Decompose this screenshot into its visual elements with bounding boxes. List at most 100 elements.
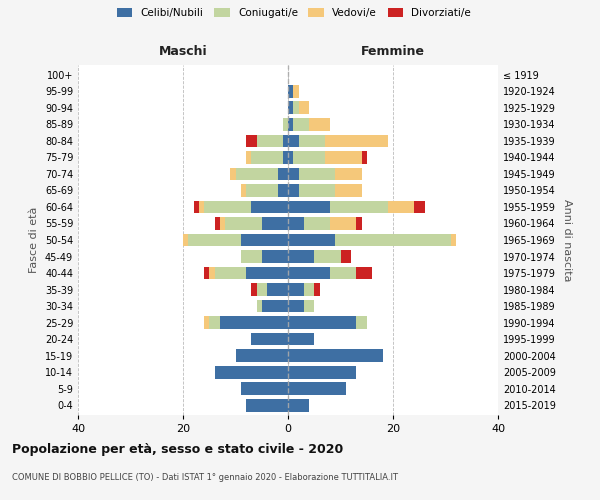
Bar xyxy=(414,200,425,213)
Bar xyxy=(288,398,309,411)
Bar xyxy=(225,217,262,230)
Bar xyxy=(246,151,251,164)
Bar xyxy=(215,266,246,280)
Bar xyxy=(288,184,299,197)
Bar xyxy=(235,168,277,180)
Bar xyxy=(220,217,225,230)
Bar xyxy=(241,250,262,263)
Bar xyxy=(288,349,383,362)
Bar xyxy=(288,316,356,329)
Bar xyxy=(204,200,251,213)
Bar xyxy=(246,266,288,280)
Bar xyxy=(220,316,288,329)
Bar xyxy=(262,300,288,312)
Bar xyxy=(230,168,235,180)
Bar xyxy=(356,217,361,230)
Bar xyxy=(257,283,267,296)
Bar xyxy=(293,85,299,98)
Bar xyxy=(288,332,314,345)
Bar xyxy=(325,151,361,164)
Bar xyxy=(299,134,325,147)
Bar xyxy=(283,118,288,131)
Bar xyxy=(299,184,335,197)
Bar xyxy=(288,250,314,263)
Bar xyxy=(235,349,288,362)
Bar xyxy=(356,316,367,329)
Text: COMUNE DI BOBBIO PELLICE (TO) - Dati ISTAT 1° gennaio 2020 - Elaborazione TUTTIT: COMUNE DI BOBBIO PELLICE (TO) - Dati IST… xyxy=(12,472,398,482)
Bar xyxy=(293,118,309,131)
Bar xyxy=(388,200,414,213)
Bar xyxy=(299,102,309,114)
Bar xyxy=(288,300,304,312)
Bar xyxy=(262,217,288,230)
Bar xyxy=(293,102,299,114)
Bar xyxy=(304,300,314,312)
Bar xyxy=(193,200,199,213)
Bar xyxy=(241,184,246,197)
Y-axis label: Anni di nascita: Anni di nascita xyxy=(562,198,572,281)
Bar xyxy=(288,266,330,280)
Bar xyxy=(251,151,283,164)
Bar xyxy=(288,366,356,378)
Bar xyxy=(288,102,293,114)
Bar xyxy=(204,316,209,329)
Bar xyxy=(288,382,346,395)
Bar xyxy=(304,283,314,296)
Text: Popolazione per età, sesso e stato civile - 2020: Popolazione per età, sesso e stato civil… xyxy=(12,442,343,456)
Bar xyxy=(246,398,288,411)
Bar xyxy=(277,184,288,197)
Bar xyxy=(246,184,277,197)
Bar xyxy=(257,134,283,147)
Bar xyxy=(341,250,351,263)
Bar xyxy=(304,217,330,230)
Bar xyxy=(215,217,220,230)
Bar xyxy=(288,118,293,131)
Bar xyxy=(288,217,304,230)
Bar xyxy=(199,200,204,213)
Bar xyxy=(330,217,356,230)
Bar xyxy=(209,266,215,280)
Bar xyxy=(251,332,288,345)
Bar xyxy=(246,134,257,147)
Bar xyxy=(288,134,299,147)
Bar xyxy=(288,234,335,246)
Bar xyxy=(288,85,293,98)
Legend: Celibi/Nubili, Coniugati/e, Vedovi/e, Divorziati/e: Celibi/Nubili, Coniugati/e, Vedovi/e, Di… xyxy=(117,8,471,18)
Text: Femmine: Femmine xyxy=(361,46,425,59)
Bar xyxy=(309,118,330,131)
Bar xyxy=(277,168,288,180)
Bar xyxy=(183,234,188,246)
Bar xyxy=(293,151,325,164)
Bar xyxy=(257,300,262,312)
Bar xyxy=(451,234,456,246)
Bar xyxy=(335,168,361,180)
Bar xyxy=(335,184,361,197)
Bar xyxy=(215,366,288,378)
Text: Maschi: Maschi xyxy=(158,46,208,59)
Bar xyxy=(335,234,451,246)
Bar xyxy=(251,283,257,296)
Bar xyxy=(204,266,209,280)
Bar xyxy=(361,151,367,164)
Y-axis label: Fasce di età: Fasce di età xyxy=(29,207,39,273)
Bar xyxy=(288,151,293,164)
Bar xyxy=(288,168,299,180)
Bar xyxy=(241,234,288,246)
Bar xyxy=(314,250,341,263)
Bar xyxy=(251,200,288,213)
Bar xyxy=(283,151,288,164)
Bar xyxy=(356,266,372,280)
Bar xyxy=(314,283,320,296)
Bar xyxy=(330,200,388,213)
Bar xyxy=(288,200,330,213)
Bar xyxy=(267,283,288,296)
Bar xyxy=(325,134,388,147)
Bar xyxy=(299,168,335,180)
Bar xyxy=(288,283,304,296)
Bar xyxy=(209,316,220,329)
Bar xyxy=(188,234,241,246)
Bar xyxy=(283,134,288,147)
Bar xyxy=(330,266,356,280)
Bar xyxy=(262,250,288,263)
Bar xyxy=(241,382,288,395)
